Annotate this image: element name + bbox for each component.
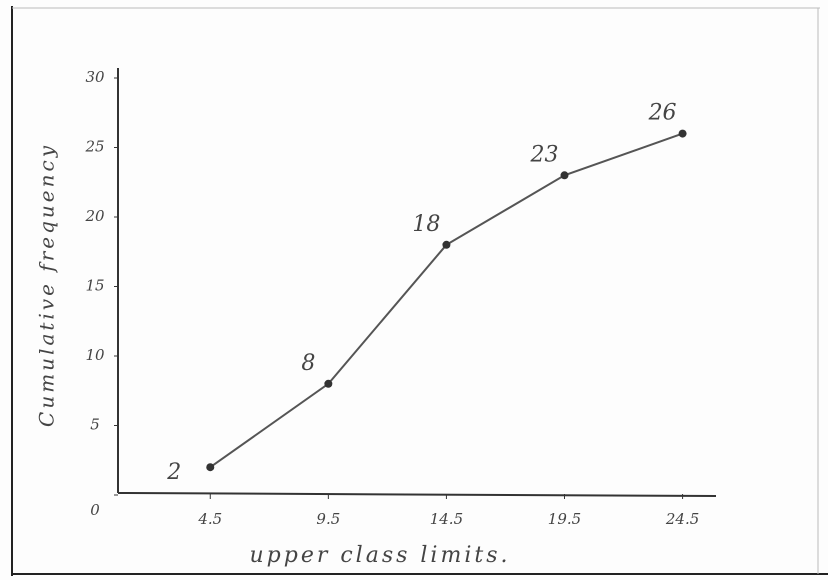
y-tick-label: 5 <box>90 416 100 434</box>
x-tick-label: 24.5 <box>665 510 699 528</box>
y-axis-label: Cumulative frequency <box>35 143 59 427</box>
x-tick-label: 19.5 <box>548 510 581 528</box>
data-label: 2 <box>166 460 181 485</box>
y-tick-label: 20 <box>84 207 105 225</box>
point <box>560 171 569 180</box>
y-tick-label: 10 <box>85 346 105 364</box>
data-label: 18 <box>412 212 440 237</box>
data-label: 26 <box>648 101 677 126</box>
x-tick-label: 4.5 <box>197 510 222 528</box>
y-tick-label: 25 <box>84 138 104 156</box>
y-tick-label: 15 <box>85 277 104 295</box>
point <box>206 463 215 472</box>
x-tick-label: 9.5 <box>316 510 340 528</box>
y-tick-label: 30 <box>85 68 105 86</box>
data-label: 23 <box>530 142 559 167</box>
point <box>678 129 687 138</box>
x-axis <box>117 492 717 497</box>
point <box>442 240 451 249</box>
x-axis-label: upper class limits. <box>249 543 510 568</box>
point <box>324 379 333 388</box>
x-tick-label: 14.5 <box>430 510 463 528</box>
y-tick-label: 0 <box>90 501 100 519</box>
data-label: 8 <box>301 351 315 376</box>
